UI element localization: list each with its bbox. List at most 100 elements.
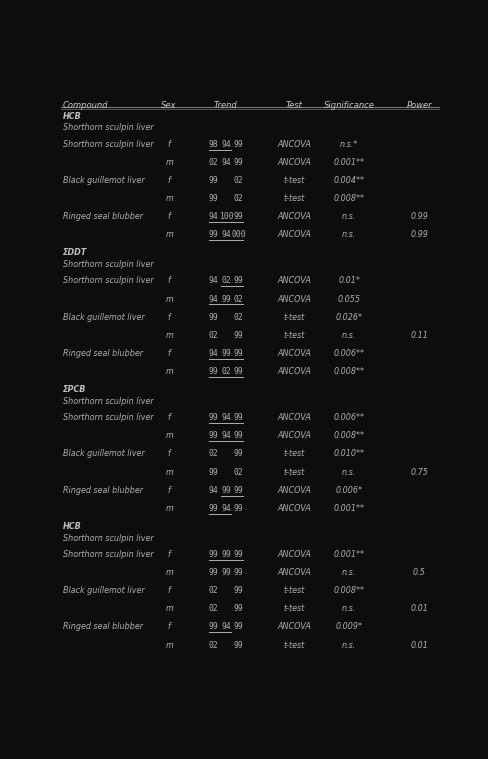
- Text: 99: 99: [208, 468, 218, 477]
- Text: 0.001**: 0.001**: [333, 504, 364, 513]
- Text: 99: 99: [233, 586, 243, 595]
- Text: ANCOVA: ANCOVA: [277, 158, 310, 167]
- Text: 99: 99: [233, 641, 243, 650]
- Text: Ringed seal blubber: Ringed seal blubber: [63, 486, 142, 495]
- Text: 99: 99: [221, 486, 230, 495]
- Text: 0.99: 0.99: [409, 212, 427, 221]
- Text: 99: 99: [221, 568, 230, 577]
- Text: 99: 99: [208, 176, 218, 185]
- Text: 94: 94: [221, 504, 230, 513]
- Text: 02: 02: [208, 449, 218, 458]
- Text: f: f: [167, 550, 170, 559]
- Text: ANCOVA: ANCOVA: [277, 622, 310, 631]
- Text: 99: 99: [233, 367, 243, 376]
- Text: ΣDDT: ΣDDT: [63, 248, 87, 257]
- Text: 99: 99: [221, 550, 230, 559]
- Text: ANCOVA: ANCOVA: [277, 294, 310, 304]
- Text: 02: 02: [221, 367, 230, 376]
- Text: Black guillemot liver: Black guillemot liver: [63, 449, 144, 458]
- Text: t-test: t-test: [283, 313, 304, 322]
- Text: f: f: [167, 449, 170, 458]
- Text: ANCOVA: ANCOVA: [277, 550, 310, 559]
- Text: 99: 99: [233, 604, 243, 613]
- Text: 0.75: 0.75: [409, 468, 427, 477]
- Text: 0.01: 0.01: [409, 641, 427, 650]
- Text: f: f: [167, 586, 170, 595]
- Text: 99: 99: [233, 212, 243, 221]
- Text: Black guillemot liver: Black guillemot liver: [63, 313, 144, 322]
- Text: 94: 94: [208, 486, 218, 495]
- Text: 99: 99: [208, 550, 218, 559]
- Text: n.s.: n.s.: [341, 331, 356, 340]
- Text: ANCOVA: ANCOVA: [277, 276, 310, 285]
- Text: 02: 02: [208, 158, 218, 167]
- Text: ANCOVA: ANCOVA: [277, 212, 310, 221]
- Text: t-test: t-test: [283, 604, 304, 613]
- Text: ANCOVA: ANCOVA: [277, 367, 310, 376]
- Text: 0.5: 0.5: [412, 568, 425, 577]
- Text: 99: 99: [233, 431, 243, 440]
- Text: 94: 94: [208, 349, 218, 358]
- Text: 99: 99: [208, 367, 218, 376]
- Text: 0.006**: 0.006**: [333, 349, 364, 358]
- Text: 94: 94: [208, 294, 218, 304]
- Text: m: m: [165, 468, 173, 477]
- Text: m: m: [165, 294, 173, 304]
- Text: ANCOVA: ANCOVA: [277, 413, 310, 422]
- Text: 0.004**: 0.004**: [333, 176, 364, 185]
- Text: f: f: [167, 313, 170, 322]
- Text: m: m: [165, 230, 173, 239]
- Text: m: m: [165, 367, 173, 376]
- Text: Trend: Trend: [214, 101, 237, 110]
- Text: 99: 99: [208, 504, 218, 513]
- Text: Ringed seal blubber: Ringed seal blubber: [63, 349, 142, 358]
- Text: n.s.: n.s.: [341, 212, 356, 221]
- Text: f: f: [167, 276, 170, 285]
- Text: ANCOVA: ANCOVA: [277, 140, 310, 149]
- Text: 0.055: 0.055: [337, 294, 360, 304]
- Text: 99: 99: [208, 413, 218, 422]
- Text: n.s.: n.s.: [341, 568, 356, 577]
- Text: 99: 99: [208, 230, 218, 239]
- Text: Shorthorn sculpin liver: Shorthorn sculpin liver: [63, 276, 153, 285]
- Text: 99: 99: [208, 568, 218, 577]
- Text: 0.006*: 0.006*: [335, 486, 362, 495]
- Text: 99: 99: [208, 622, 218, 631]
- Text: 94: 94: [221, 140, 230, 149]
- Text: ANCOVA: ANCOVA: [277, 568, 310, 577]
- Text: 0.99: 0.99: [409, 230, 427, 239]
- Text: 94: 94: [221, 431, 230, 440]
- Text: 99: 99: [208, 313, 218, 322]
- Text: 99: 99: [221, 349, 230, 358]
- Text: Compound: Compound: [63, 101, 108, 110]
- Text: 02: 02: [233, 194, 243, 203]
- Text: 0.008**: 0.008**: [333, 367, 364, 376]
- Text: ΣPCB: ΣPCB: [63, 385, 86, 394]
- Text: n.s.: n.s.: [341, 604, 356, 613]
- Text: Shorthorn sculpin liver: Shorthorn sculpin liver: [63, 413, 153, 422]
- Text: 99: 99: [233, 349, 243, 358]
- Text: Shorthorn sculpin liver: Shorthorn sculpin liver: [63, 534, 153, 543]
- Text: t-test: t-test: [283, 641, 304, 650]
- Text: 0.001**: 0.001**: [333, 550, 364, 559]
- Text: t-test: t-test: [283, 586, 304, 595]
- Text: HCB: HCB: [63, 112, 81, 121]
- Text: t-test: t-test: [283, 468, 304, 477]
- Text: 0.008**: 0.008**: [333, 194, 364, 203]
- Text: 02: 02: [233, 176, 243, 185]
- Text: 99: 99: [208, 194, 218, 203]
- Text: Power: Power: [406, 101, 431, 110]
- Text: m: m: [165, 641, 173, 650]
- Text: Shorthorn sculpin liver: Shorthorn sculpin liver: [63, 397, 153, 406]
- Text: 99: 99: [208, 431, 218, 440]
- Text: n.s.: n.s.: [341, 468, 356, 477]
- Text: ANCOVA: ANCOVA: [277, 349, 310, 358]
- Text: m: m: [165, 331, 173, 340]
- Text: Shorthorn sculpin liver: Shorthorn sculpin liver: [63, 260, 153, 269]
- Text: t-test: t-test: [283, 449, 304, 458]
- Text: 0.001**: 0.001**: [333, 158, 364, 167]
- Text: 98: 98: [208, 140, 218, 149]
- Text: 02: 02: [208, 331, 218, 340]
- Text: f: f: [167, 413, 170, 422]
- Text: 02: 02: [233, 313, 243, 322]
